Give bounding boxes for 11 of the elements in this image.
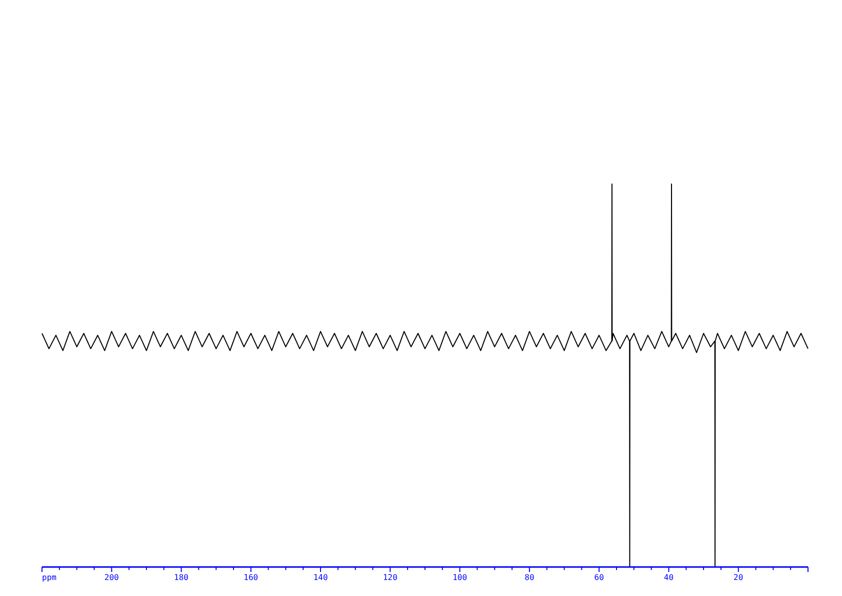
x-tick-label: 60 [594, 573, 604, 582]
x-tick-label: 140 [313, 573, 328, 582]
x-tick-label: 80 [524, 573, 534, 582]
x-tick-label: 100 [452, 573, 468, 582]
x-tick-label: 120 [382, 573, 398, 582]
x-axis-title: ppm [42, 573, 57, 582]
x-tick-label: 200 [104, 573, 120, 582]
x-tick-label: 20 [734, 573, 744, 582]
x-tick-label: 40 [664, 573, 674, 582]
x-tick-label: 160 [244, 573, 258, 582]
x-tick-label: 180 [174, 573, 189, 582]
